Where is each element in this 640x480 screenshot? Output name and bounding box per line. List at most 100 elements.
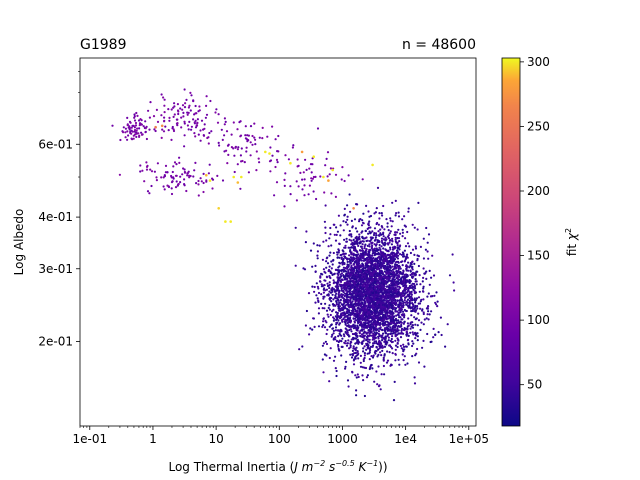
data-point <box>189 91 192 94</box>
data-point <box>335 303 339 306</box>
data-point <box>367 280 370 283</box>
data-point <box>333 317 336 320</box>
data-point <box>377 353 380 356</box>
data-point <box>375 311 378 314</box>
data-point <box>283 205 286 208</box>
data-point <box>368 248 371 252</box>
data-point <box>198 105 201 108</box>
data-point <box>387 336 390 339</box>
data-point <box>391 290 394 294</box>
data-point <box>336 256 339 259</box>
data-point <box>405 265 409 269</box>
data-point <box>349 293 352 296</box>
data-point <box>393 298 396 301</box>
data-point <box>197 183 200 186</box>
data-point <box>400 260 403 264</box>
data-point <box>336 253 339 256</box>
data-point <box>390 243 393 246</box>
data-point <box>387 323 390 326</box>
data-point <box>399 286 402 289</box>
data-point <box>126 116 129 119</box>
data-point <box>249 125 253 128</box>
data-point <box>349 256 352 259</box>
data-point <box>418 302 422 305</box>
data-point <box>344 313 347 316</box>
data-point <box>320 293 323 296</box>
data-point <box>379 388 382 391</box>
data-point <box>396 310 399 313</box>
data-point <box>368 284 371 287</box>
data-point <box>381 346 384 349</box>
data-point <box>325 342 329 346</box>
data-point <box>383 329 386 332</box>
data-point <box>343 299 346 302</box>
data-point <box>344 339 347 343</box>
data-point <box>387 321 390 324</box>
data-point <box>375 340 378 343</box>
data-point <box>386 263 389 266</box>
data-point <box>383 315 386 318</box>
data-point <box>393 278 396 281</box>
data-point <box>346 379 350 382</box>
data-point <box>153 170 156 173</box>
data-point <box>257 157 260 160</box>
data-point <box>394 334 398 337</box>
data-point <box>327 269 330 273</box>
data-point <box>301 178 304 181</box>
data-point <box>374 244 378 247</box>
data-point <box>395 270 398 273</box>
data-point <box>353 240 356 243</box>
x-axis-label: Log Thermal Inertia (J m−2 s−0.5 K−1)) <box>168 459 387 474</box>
data-point <box>392 295 395 298</box>
data-point <box>329 276 332 280</box>
data-point <box>394 353 397 356</box>
data-point <box>357 290 360 293</box>
data-point <box>353 280 356 283</box>
data-point <box>348 229 351 233</box>
data-point <box>356 373 359 376</box>
highlight-point <box>268 152 271 155</box>
data-point <box>319 276 322 279</box>
x-axis-label-exp3: −1 <box>366 459 378 468</box>
data-point <box>233 170 236 174</box>
data-point <box>403 275 406 278</box>
data-point <box>331 263 334 266</box>
data-point <box>411 223 414 226</box>
data-point <box>358 220 361 223</box>
data-point <box>402 343 405 346</box>
data-point <box>205 113 209 116</box>
data-point <box>325 332 328 336</box>
data-point <box>352 238 355 241</box>
data-point <box>361 317 364 320</box>
data-point <box>366 307 369 310</box>
data-point <box>328 265 331 268</box>
data-point <box>208 163 211 166</box>
data-point <box>341 293 344 297</box>
data-point <box>402 348 405 351</box>
data-point <box>433 294 436 297</box>
data-point <box>324 279 327 282</box>
data-point <box>379 351 382 354</box>
data-point <box>230 133 233 136</box>
data-point <box>341 314 344 317</box>
data-point <box>328 380 331 383</box>
data-point <box>372 322 375 325</box>
data-point <box>380 265 383 268</box>
data-point <box>366 239 369 242</box>
data-point <box>346 215 349 218</box>
data-point <box>207 172 210 175</box>
data-point <box>361 340 364 343</box>
data-point <box>392 319 396 322</box>
data-point <box>186 124 189 127</box>
data-point <box>416 305 419 308</box>
data-point <box>316 285 319 288</box>
data-point <box>328 237 331 240</box>
data-point <box>377 306 380 309</box>
data-point <box>372 315 375 318</box>
data-point <box>428 269 431 272</box>
data-point <box>323 326 327 329</box>
data-point <box>223 134 226 137</box>
data-point <box>415 283 418 286</box>
data-point <box>356 302 359 306</box>
data-point <box>346 223 349 226</box>
